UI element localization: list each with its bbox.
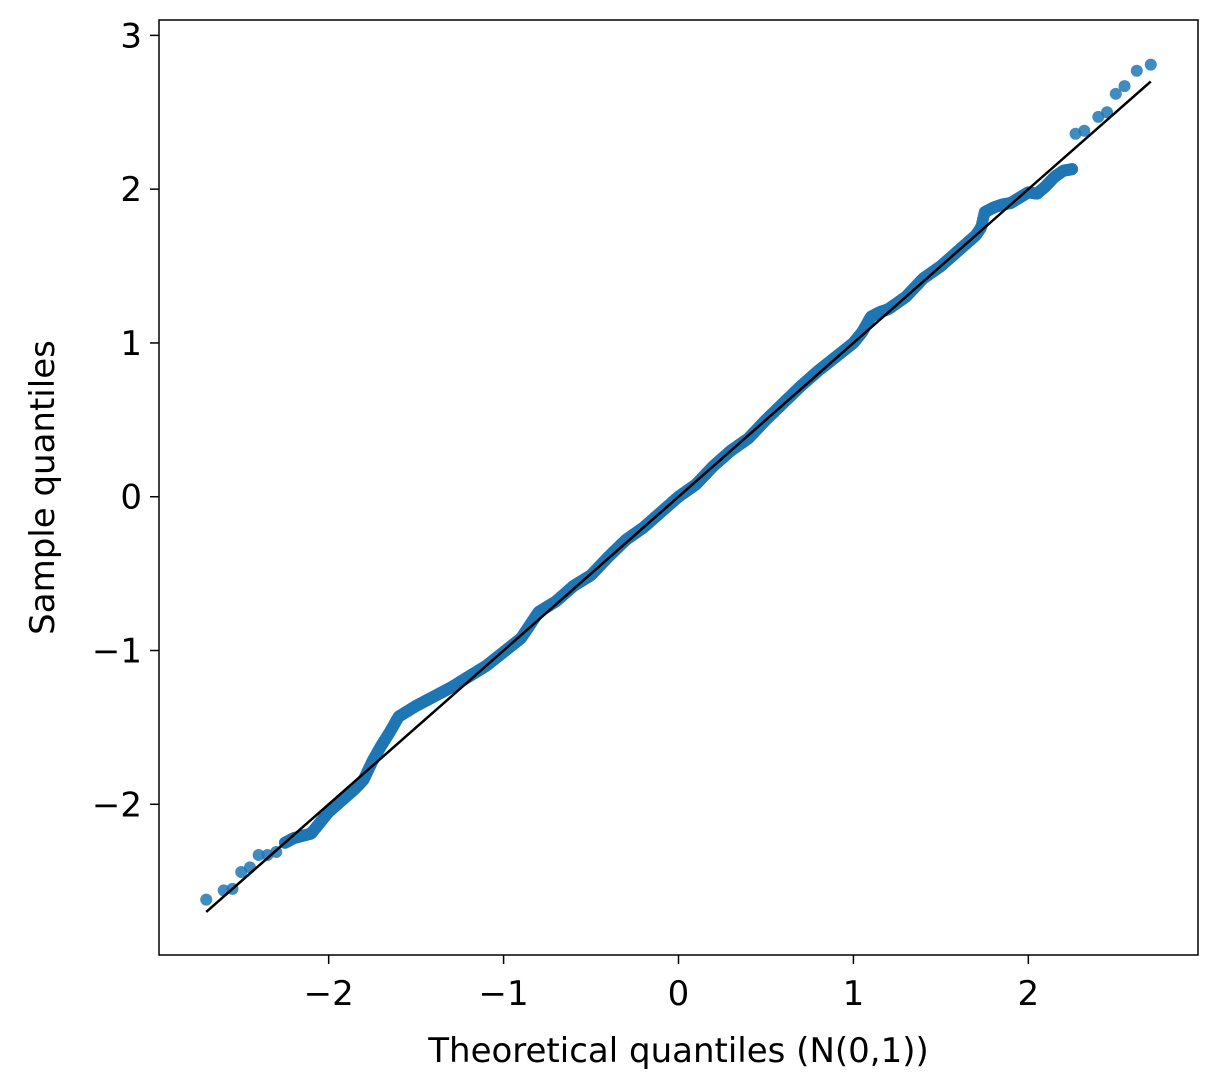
scatter-point [1130, 64, 1143, 77]
x-axis-label: Theoretical quantiles (N(0,1)) [427, 1031, 929, 1071]
y-axis-label: Sample quantiles [23, 340, 63, 635]
scatter-point [1144, 58, 1157, 71]
scatter-point [1109, 87, 1122, 100]
scatter-point [1078, 124, 1091, 137]
y-tick-label: −1 [92, 632, 142, 672]
scatter-point [200, 893, 213, 906]
y-tick-label: 1 [120, 324, 142, 364]
x-axis: −2 −1 0 1 2 [304, 955, 1040, 1014]
scatter-point [1101, 106, 1114, 119]
y-tick-label: 0 [120, 478, 142, 518]
x-tick-label: 0 [668, 974, 690, 1014]
reference-line [205, 80, 1152, 913]
x-tick-label: −2 [304, 974, 354, 1014]
reference-line-layer [205, 80, 1152, 913]
x-tick-label: 1 [843, 974, 865, 1014]
scatter-point [1066, 163, 1079, 176]
x-tick-label: −1 [479, 974, 529, 1014]
y-tick-label: −2 [92, 785, 142, 825]
scatter-point [252, 849, 265, 862]
y-tick-label: 3 [120, 16, 142, 56]
y-tick-label: 2 [120, 170, 142, 210]
y-axis: −2 −1 0 1 2 3 [92, 16, 159, 825]
x-tick-label: 2 [1018, 974, 1040, 1014]
scatter-point [243, 861, 256, 874]
scatter-point [1118, 80, 1131, 93]
